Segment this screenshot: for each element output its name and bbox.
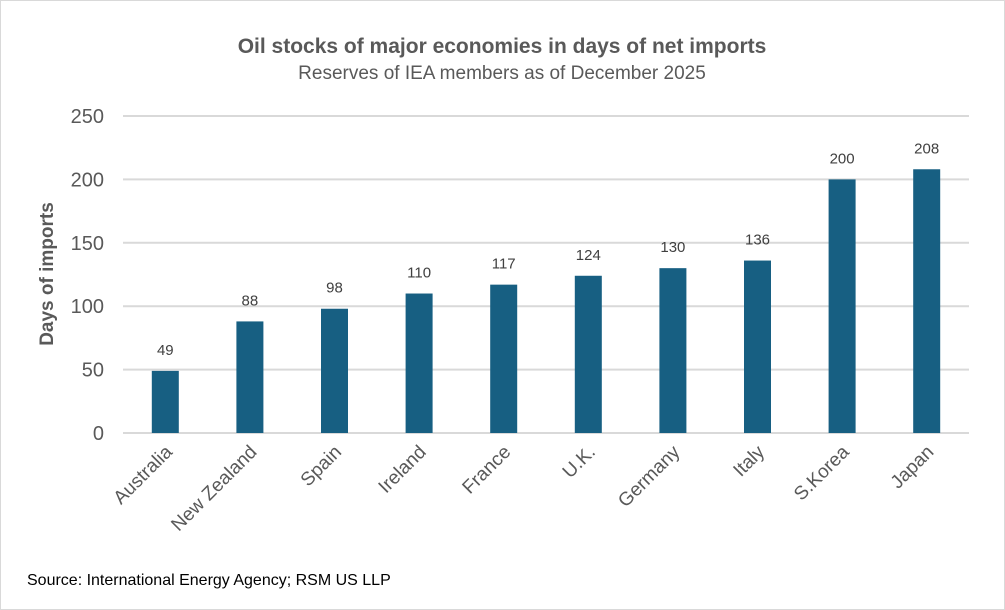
data-label: 98 (326, 280, 343, 297)
chart-title: Oil stocks of major economies in days of… (238, 35, 767, 58)
data-label: 117 (492, 256, 516, 273)
data-labels: 49 88 98 110 117 124 130 136 200 208 (157, 140, 939, 359)
source-note: Source: International Energy Agency; RSM… (27, 572, 391, 589)
bar-italy (744, 260, 771, 433)
data-label: 130 (660, 239, 685, 256)
x-tick-label: Australia (110, 441, 177, 508)
bar-u-k- (574, 275, 602, 433)
y-tick-label: 250 (71, 106, 104, 128)
y-tick-label: 0 (93, 423, 104, 445)
data-label: 200 (830, 150, 855, 167)
data-label: 208 (914, 140, 939, 157)
gridlines (123, 115, 969, 434)
x-tick-label: Italy (730, 441, 770, 481)
x-tick-label: U.K. (559, 442, 600, 483)
bar-japan (913, 169, 941, 434)
y-tick-labels: 0 50 100 150 200 250 (71, 106, 104, 445)
y-tick-label: 50 (82, 360, 104, 382)
bar-spain (321, 308, 348, 433)
data-label: 110 (407, 265, 431, 282)
x-tick-label: Spain (297, 442, 346, 491)
data-label: 49 (157, 342, 174, 359)
chart-subtitle: Reserves of IEA members as of December 2… (298, 63, 706, 84)
bar-australia (151, 370, 179, 433)
bar-new-zealand (236, 321, 264, 433)
y-tick-label: 100 (71, 296, 104, 318)
y-tick-label: 150 (71, 233, 104, 255)
x-tick-label: France (459, 442, 516, 499)
x-tick-label: Germany (614, 441, 684, 511)
x-tick-label: Japan (887, 442, 938, 493)
y-axis-label: Days of imports (37, 202, 58, 346)
bar-ireland (405, 293, 433, 433)
bar-france (490, 284, 518, 433)
bars (151, 169, 941, 434)
y-tick-label: 200 (71, 169, 104, 191)
bar-s-korea (828, 179, 856, 433)
x-tick-label: New Zealand (167, 442, 261, 536)
bar-germany (659, 268, 687, 433)
x-tick-label: S.Korea (790, 441, 854, 505)
data-label: 124 (576, 247, 601, 264)
x-tick-label: Ireland (375, 442, 431, 498)
data-label: 136 (745, 232, 770, 249)
data-label: 88 (242, 292, 259, 309)
